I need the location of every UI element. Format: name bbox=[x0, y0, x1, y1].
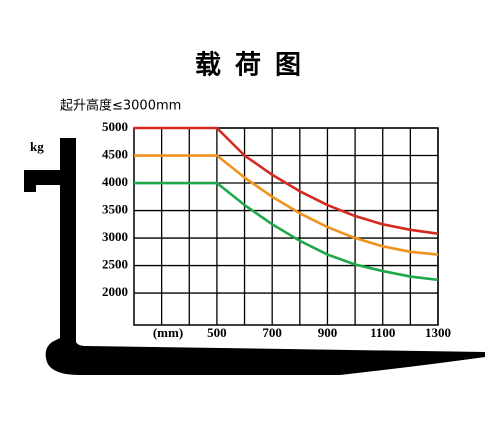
y-tick-label: 2000 bbox=[102, 284, 128, 299]
x-tick-label: 1300 bbox=[425, 325, 451, 340]
y-tick-label: 4500 bbox=[102, 146, 128, 161]
data-line bbox=[134, 181, 439, 282]
x-tick-label: 900 bbox=[318, 325, 338, 340]
y-tick-label: 3500 bbox=[102, 202, 128, 217]
x-tick-label: 700 bbox=[262, 325, 282, 340]
y-tick-label: 5000 bbox=[102, 119, 128, 134]
chart-title: 载荷图 bbox=[195, 51, 315, 81]
subtitle: 起升高度≤3000mm bbox=[60, 98, 181, 114]
y-tick-label: 2500 bbox=[102, 257, 128, 272]
y-tick-label: 3000 bbox=[102, 229, 128, 244]
y-tick-label: 4000 bbox=[102, 174, 128, 189]
data-line bbox=[134, 126, 439, 235]
x-tick-label: 1100 bbox=[370, 325, 395, 340]
fork-illustration bbox=[24, 138, 485, 375]
x-tick-label: 500 bbox=[207, 325, 227, 340]
x-axis-label: (mm) bbox=[153, 325, 183, 340]
y-axis-label: kg bbox=[30, 139, 44, 154]
data-line bbox=[134, 154, 439, 256]
